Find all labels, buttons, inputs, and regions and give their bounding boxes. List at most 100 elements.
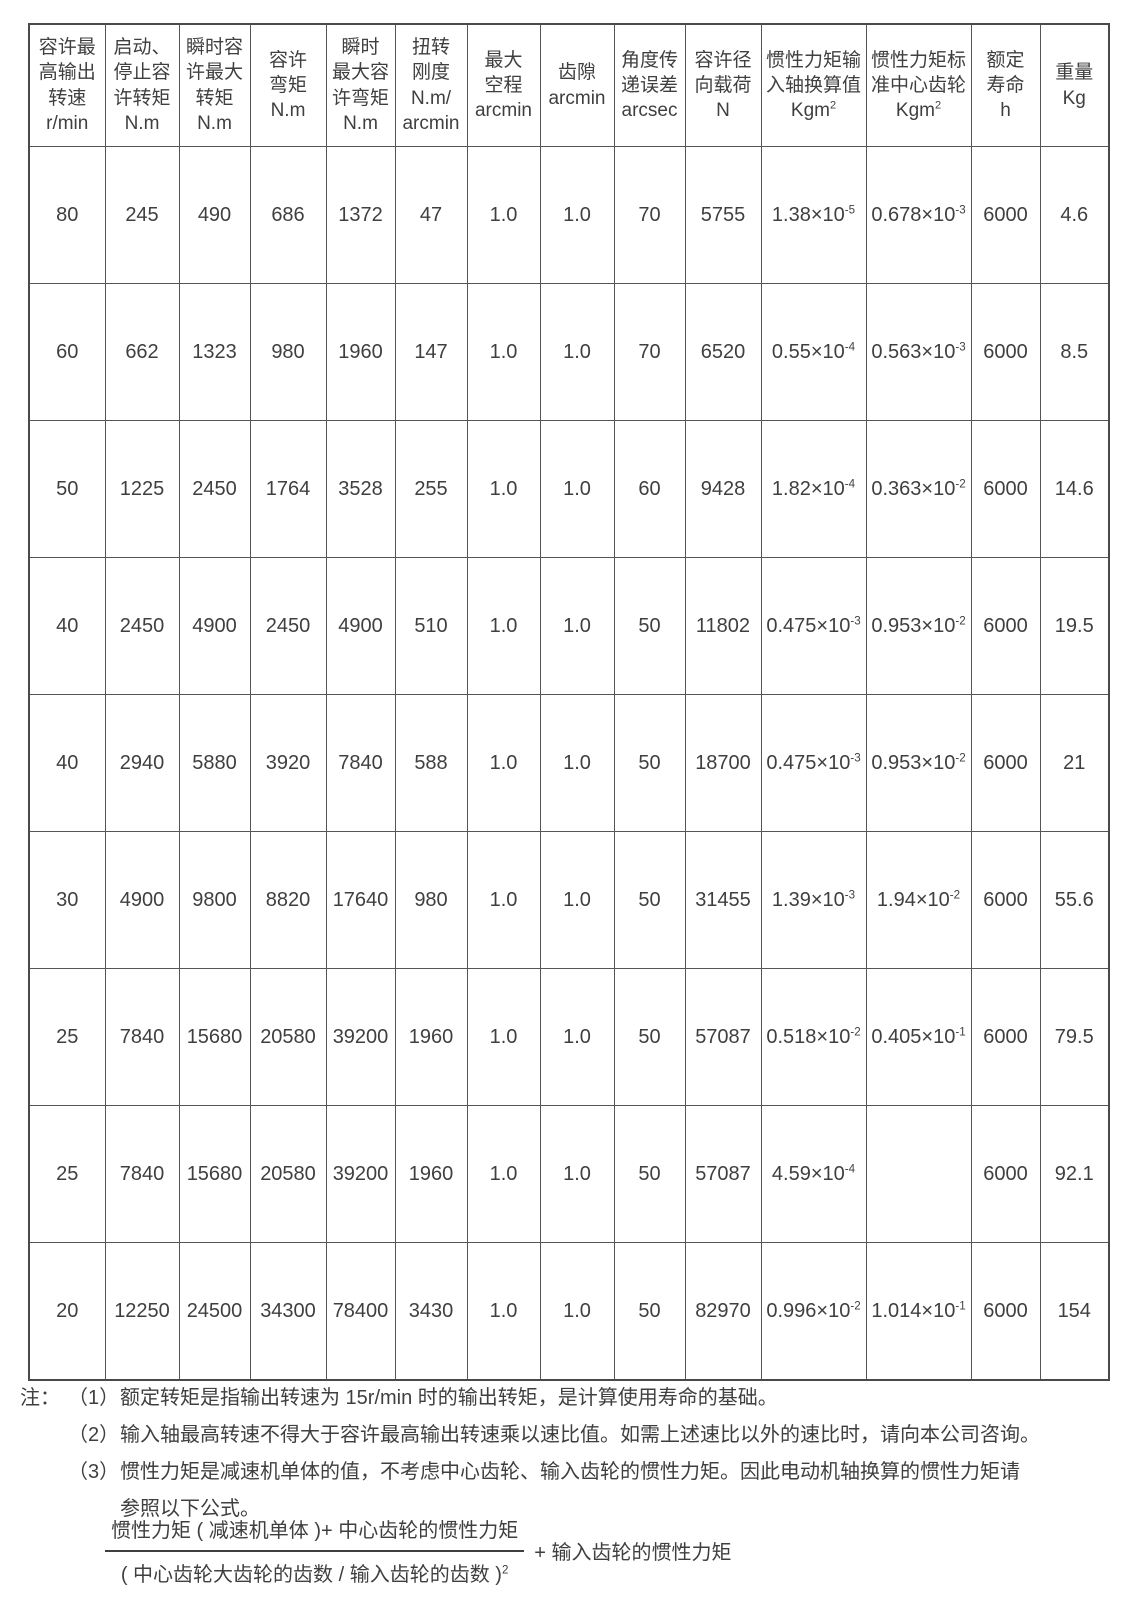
table-cell: 9428 <box>684 420 762 558</box>
table-cell: 12250 <box>104 1242 180 1381</box>
table-cell: 34300 <box>249 1242 327 1381</box>
table-cell: 1.39×10-3 <box>760 831 867 969</box>
column-header: 容许径 向载荷 N <box>684 23 762 147</box>
table-cell: 2450 <box>249 557 327 695</box>
note-line: 注： （1） 额定转矩是指输出转速为 15r/min 时的输出转矩，是计算使用寿… <box>20 1380 1120 1417</box>
note-marker: （1） <box>68 1387 120 1409</box>
table-cell: 19.5 <box>1039 557 1110 695</box>
table-row: 40 2940 5880 3920 7840 588 1.0 1.0 50 18700 0.475×… <box>28 694 1110 832</box>
table-cell: 3920 <box>249 694 327 832</box>
table-cell: 15680 <box>178 1105 251 1243</box>
note-marker: （3） <box>68 1461 120 1483</box>
table-cell: 7840 <box>325 694 396 832</box>
notes-label-spacer <box>20 1454 68 1491</box>
table-cell: 490 <box>178 146 251 284</box>
table-cell: 14.6 <box>1039 420 1110 558</box>
table-cell: 1.82×10-4 <box>760 420 867 558</box>
table-cell: 6000 <box>970 146 1041 284</box>
note-text: 额定转矩是指输出转速为 15r/min 时的输出转矩，是计算使用寿命的基础。 <box>120 1387 778 1409</box>
spec-table: 容许最 高输出 转速 r/min 启动、 停止容 许转矩 N.m 瞬时容 许最大 转… <box>28 23 1110 1381</box>
table-cell: 8.5 <box>1039 283 1110 421</box>
table-cell: 6000 <box>970 420 1041 558</box>
table-cell: 30 <box>28 831 106 969</box>
table-cell: 25 <box>28 968 106 1106</box>
table-cell: 6000 <box>970 1242 1041 1381</box>
table-cell: 6000 <box>970 283 1041 421</box>
table-cell: 0.363×10-2 <box>865 420 972 558</box>
note-text: 输入轴最高转速不得大于容许最高输出转速乘以速比值。如需上述速比以外的速比时，请向… <box>120 1424 1040 1446</box>
table-cell: 4900 <box>104 831 180 969</box>
table-cell: 6000 <box>970 694 1041 832</box>
table-cell: 7840 <box>104 1105 180 1243</box>
table-row: 80 245 490 686 1372 47 1.0 1.0 70 5755 1.38×10-5 0.… <box>28 146 1110 284</box>
column-header: 瞬时容 许最大 转矩 N.m <box>178 23 251 147</box>
table-cell: 1.0 <box>539 1242 615 1381</box>
table-cell: 4900 <box>325 557 396 695</box>
formula-fraction: 惯性力矩 ( 减速机单体 )+ 中心齿轮的惯性力矩 ( 中心齿轮大齿轮的齿数 /… <box>105 1512 525 1589</box>
table-cell: 980 <box>249 283 327 421</box>
table-cell: 1.0 <box>466 968 541 1106</box>
table-cell: 79.5 <box>1039 968 1110 1106</box>
column-header: 启动、 停止容 许转矩 N.m <box>104 23 180 147</box>
notes-section: 注： （1） 额定转矩是指输出转速为 15r/min 时的输出转矩，是计算使用寿… <box>20 1380 1120 1528</box>
table-cell: 24500 <box>178 1242 251 1381</box>
formula-plus-term: + 输入齿轮的惯性力矩 <box>534 1542 732 1564</box>
table-cell: 1.014×10-1 <box>865 1242 972 1381</box>
table-cell: 3430 <box>394 1242 468 1381</box>
inertia-formula: 惯性力矩 ( 减速机单体 )+ 中心齿轮的惯性力矩 ( 中心齿轮大齿轮的齿数 /… <box>105 1512 731 1589</box>
column-header: 惯性力矩输 入轴换算值 Kgm2 <box>760 23 867 147</box>
table-cell: 7840 <box>104 968 180 1106</box>
table-cell: 0.518×10-2 <box>760 968 867 1106</box>
table-cell: 6000 <box>970 1105 1041 1243</box>
column-header: 瞬时 最大容 许弯矩 N.m <box>325 23 396 147</box>
table-cell: 0.55×10-4 <box>760 283 867 421</box>
table-cell: 1.0 <box>539 831 615 969</box>
table-cell: 6000 <box>970 831 1041 969</box>
table-row: 60 662 1323 980 1960 147 1.0 1.0 70 6520 0.55×10-4… <box>28 283 1110 421</box>
table-cell: 4.59×10-4 <box>760 1105 867 1243</box>
table-cell: 8820 <box>249 831 327 969</box>
table-cell: 47 <box>394 146 468 284</box>
table-cell: 2450 <box>104 557 180 695</box>
table-cell: 57087 <box>684 968 762 1106</box>
table-cell: 60 <box>28 283 106 421</box>
column-header: 角度传 递误差 arcsec <box>613 23 686 147</box>
table-cell: 147 <box>394 283 468 421</box>
table-cell: 980 <box>394 831 468 969</box>
table-cell: 4900 <box>178 557 251 695</box>
table-cell: 6000 <box>970 557 1041 695</box>
table-cell: 0.953×10-2 <box>865 694 972 832</box>
table-row: 20 12250 24500 34300 78400 3430 1.0 1.0 50 82970 0… <box>28 1242 1110 1381</box>
note-text: 参照以下公式。 <box>120 1498 260 1520</box>
table-body: 80 245 490 686 1372 47 1.0 1.0 70 5755 1.38×10-5 0.… <box>28 146 1110 1381</box>
table-cell: 3528 <box>325 420 396 558</box>
table-cell: 0.475×10-3 <box>760 557 867 695</box>
table-cell: 1.0 <box>466 557 541 695</box>
table-cell: 1.0 <box>466 146 541 284</box>
table-cell: 5880 <box>178 694 251 832</box>
table-row: 25 7840 15680 20580 39200 1960 1.0 1.0 50 57087 0.… <box>28 968 1110 1106</box>
table-cell: 17640 <box>325 831 396 969</box>
table-cell: 1.0 <box>539 146 615 284</box>
table-cell: 1960 <box>394 968 468 1106</box>
table-cell: 154 <box>1039 1242 1110 1381</box>
table-cell: 1.38×10-5 <box>760 146 867 284</box>
table-cell: 0.405×10-1 <box>865 968 972 1106</box>
table-cell: 1764 <box>249 420 327 558</box>
table-cell: 1.0 <box>539 968 615 1106</box>
table-cell: 9800 <box>178 831 251 969</box>
table-cell: 55.6 <box>1039 831 1110 969</box>
column-header: 齿隙 arcmin <box>539 23 615 147</box>
table-cell: 1.94×10-2 <box>865 831 972 969</box>
note-text: 惯性力矩是减速机单体的值，不考虑中心齿轮、输入齿轮的惯性力矩。因此电动机轴换算的… <box>120 1461 1020 1483</box>
note-line: （3） 惯性力矩是减速机单体的值，不考虑中心齿轮、输入齿轮的惯性力矩。因此电动机… <box>20 1454 1120 1491</box>
table-cell: 78400 <box>325 1242 396 1381</box>
note-line: （2） 输入轴最高转速不得大于容许最高输出转速乘以速比值。如需上述速比以外的速比… <box>20 1417 1120 1454</box>
table-cell: 1.0 <box>539 694 615 832</box>
table-cell: 2940 <box>104 694 180 832</box>
notes-label: 注： <box>20 1387 60 1409</box>
table-cell: 82970 <box>684 1242 762 1381</box>
table-cell: 39200 <box>325 968 396 1106</box>
table-cell: 1.0 <box>466 831 541 969</box>
table-cell: 20 <box>28 1242 106 1381</box>
